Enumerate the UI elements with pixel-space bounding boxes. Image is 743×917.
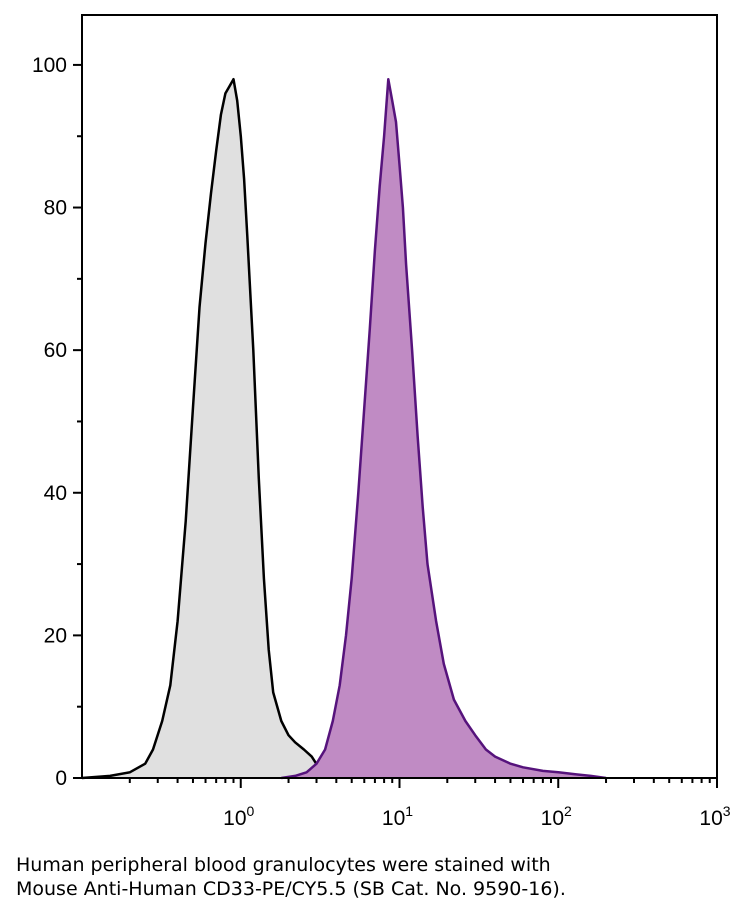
series-2-area (281, 79, 606, 778)
y-tick-label-60: 60 (44, 339, 67, 362)
y-tick-label-20: 20 (44, 624, 67, 647)
y-tick-label-80: 80 (44, 197, 67, 220)
series-2-line (281, 77, 607, 780)
caption-line-2: Mouse Anti-Human CD33-PE/CY5.5 (SB Cat. … (16, 878, 566, 900)
y-tick-label-40: 40 (44, 482, 67, 505)
y-tick-label-100: 100 (32, 54, 67, 77)
axes: 0 20 40 60 80 100 100 101 102 103 (32, 14, 731, 830)
series-layer (81, 77, 607, 780)
y-tick-label-0: 0 (55, 767, 67, 790)
x-tick-label-10: 101 (382, 803, 413, 830)
x-tick-label-1: 100 (223, 803, 254, 830)
x-tick-label-100: 102 (541, 803, 572, 830)
series-1-area (82, 79, 330, 778)
series-1-line (81, 77, 330, 780)
caption-line-1: Human peripheral blood granulocytes were… (16, 854, 551, 876)
x-tick-label-1000: 103 (699, 803, 730, 830)
histogram-chart: 0 20 40 60 80 100 100 101 102 103 (32, 14, 731, 830)
figure-caption: Human peripheral blood granulocytes were… (16, 853, 566, 901)
